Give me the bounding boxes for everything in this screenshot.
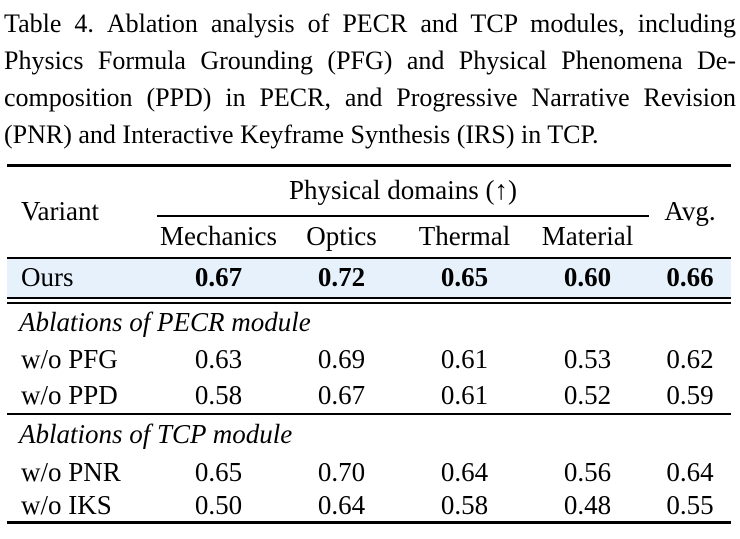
cell-wo-pnr-optics: 0.70 xyxy=(317,456,366,487)
section-header-pecr-ablations: Ablations of PECR module xyxy=(7,301,731,342)
row-label-wo-pfg: w/o PFG xyxy=(21,344,118,374)
table-row-wo-pfg: w/o PFG 0.63 0.69 0.61 0.53 0.62 xyxy=(7,342,731,378)
cell-wo-ppd-thermal: 0.61 xyxy=(440,379,489,410)
table-row-wo-pnr: w/o PNR 0.65 0.70 0.64 0.56 0.64 xyxy=(7,455,731,490)
cell-wo-pfg-avg: 0.62 xyxy=(666,344,714,374)
table-row-wo-iks: w/o IKS 0.50 0.64 0.58 0.48 0.55 xyxy=(7,489,732,524)
row-label-wo-ppd: w/o PPD xyxy=(21,379,118,410)
cell-wo-pnr-material: 0.56 xyxy=(563,456,612,487)
ablation-results-table: Variant Physical domains (↑) Avg. Mechan… xyxy=(7,164,732,524)
cell-ours-optics: 0.72 xyxy=(280,257,403,304)
cell-ours-thermal: 0.65 xyxy=(403,257,526,304)
header-row-group: Variant Physical domains (↑) Avg. xyxy=(7,165,732,259)
caption-line-1: Table 4. Ablation analysis of PECR and T… xyxy=(4,9,736,38)
column-header-material: Material xyxy=(526,215,650,259)
caption-line-4: (PNR) and Interactive Keyframe Synthesis… xyxy=(4,120,599,149)
cell-wo-pfg-material: 0.53 xyxy=(563,344,612,374)
table-caption: Table 4. Ablation analysis of PECR and T… xyxy=(4,5,736,153)
cell-wo-ppd-material: 0.52 xyxy=(563,379,612,410)
column-header-avg: Avg. xyxy=(649,165,732,259)
caption-line-2: Physics Formula Grounding (PFG) and Phys… xyxy=(4,46,736,75)
column-header-variant: Variant xyxy=(7,165,157,259)
cell-wo-pnr-mechanics: 0.65 xyxy=(194,456,243,487)
column-header-mechanics: Mechanics xyxy=(157,215,280,259)
cell-wo-iks-material: 0.48 xyxy=(526,489,650,524)
cell-ours-avg: 0.66 xyxy=(649,257,732,304)
cell-wo-pfg-thermal: 0.61 xyxy=(440,344,489,374)
row-label-wo-pnr: w/o PNR xyxy=(21,456,121,487)
cell-wo-iks-thermal: 0.58 xyxy=(403,489,526,524)
section-header-pecr-label: Ablations of PECR module xyxy=(19,307,311,338)
cell-wo-pnr-avg: 0.64 xyxy=(666,456,714,487)
cell-wo-pnr-thermal: 0.64 xyxy=(440,456,489,487)
column-header-optics: Optics xyxy=(280,215,403,259)
column-header-physical-domains: Physical domains (↑) xyxy=(157,165,650,217)
cell-wo-ppd-mechanics: 0.58 xyxy=(194,379,243,410)
cell-wo-ppd-optics: 0.67 xyxy=(317,379,366,410)
cell-wo-ppd-avg: 0.59 xyxy=(666,379,714,410)
caption-line-3: composition (PPD) in PECR, and Progressi… xyxy=(4,83,736,112)
section-header-tcp-label: Ablations of TCP module xyxy=(7,412,732,455)
row-label-wo-iks: w/o IKS xyxy=(7,489,157,524)
cell-wo-iks-optics: 0.64 xyxy=(280,489,403,524)
cell-wo-iks-mechanics: 0.50 xyxy=(157,489,280,524)
table-row-wo-ppd: w/o PPD 0.58 0.67 0.61 0.52 0.59 xyxy=(7,378,731,414)
cell-wo-pfg-optics: 0.69 xyxy=(317,344,366,374)
table-row-ours: Ours 0.67 0.72 0.65 0.60 0.66 xyxy=(7,257,732,304)
cell-wo-pfg-mechanics: 0.63 xyxy=(194,344,243,374)
header-row-domains: Mechanics Optics Thermal Material xyxy=(7,215,731,259)
column-header-thermal: Thermal xyxy=(403,215,526,259)
section-header-tcp-ablations: Ablations of TCP module xyxy=(7,412,732,455)
cell-ours-mechanics: 0.67 xyxy=(157,257,280,304)
cell-wo-iks-avg: 0.55 xyxy=(649,489,732,524)
row-label-ours: Ours xyxy=(7,257,157,304)
cell-ours-material: 0.60 xyxy=(526,257,650,304)
